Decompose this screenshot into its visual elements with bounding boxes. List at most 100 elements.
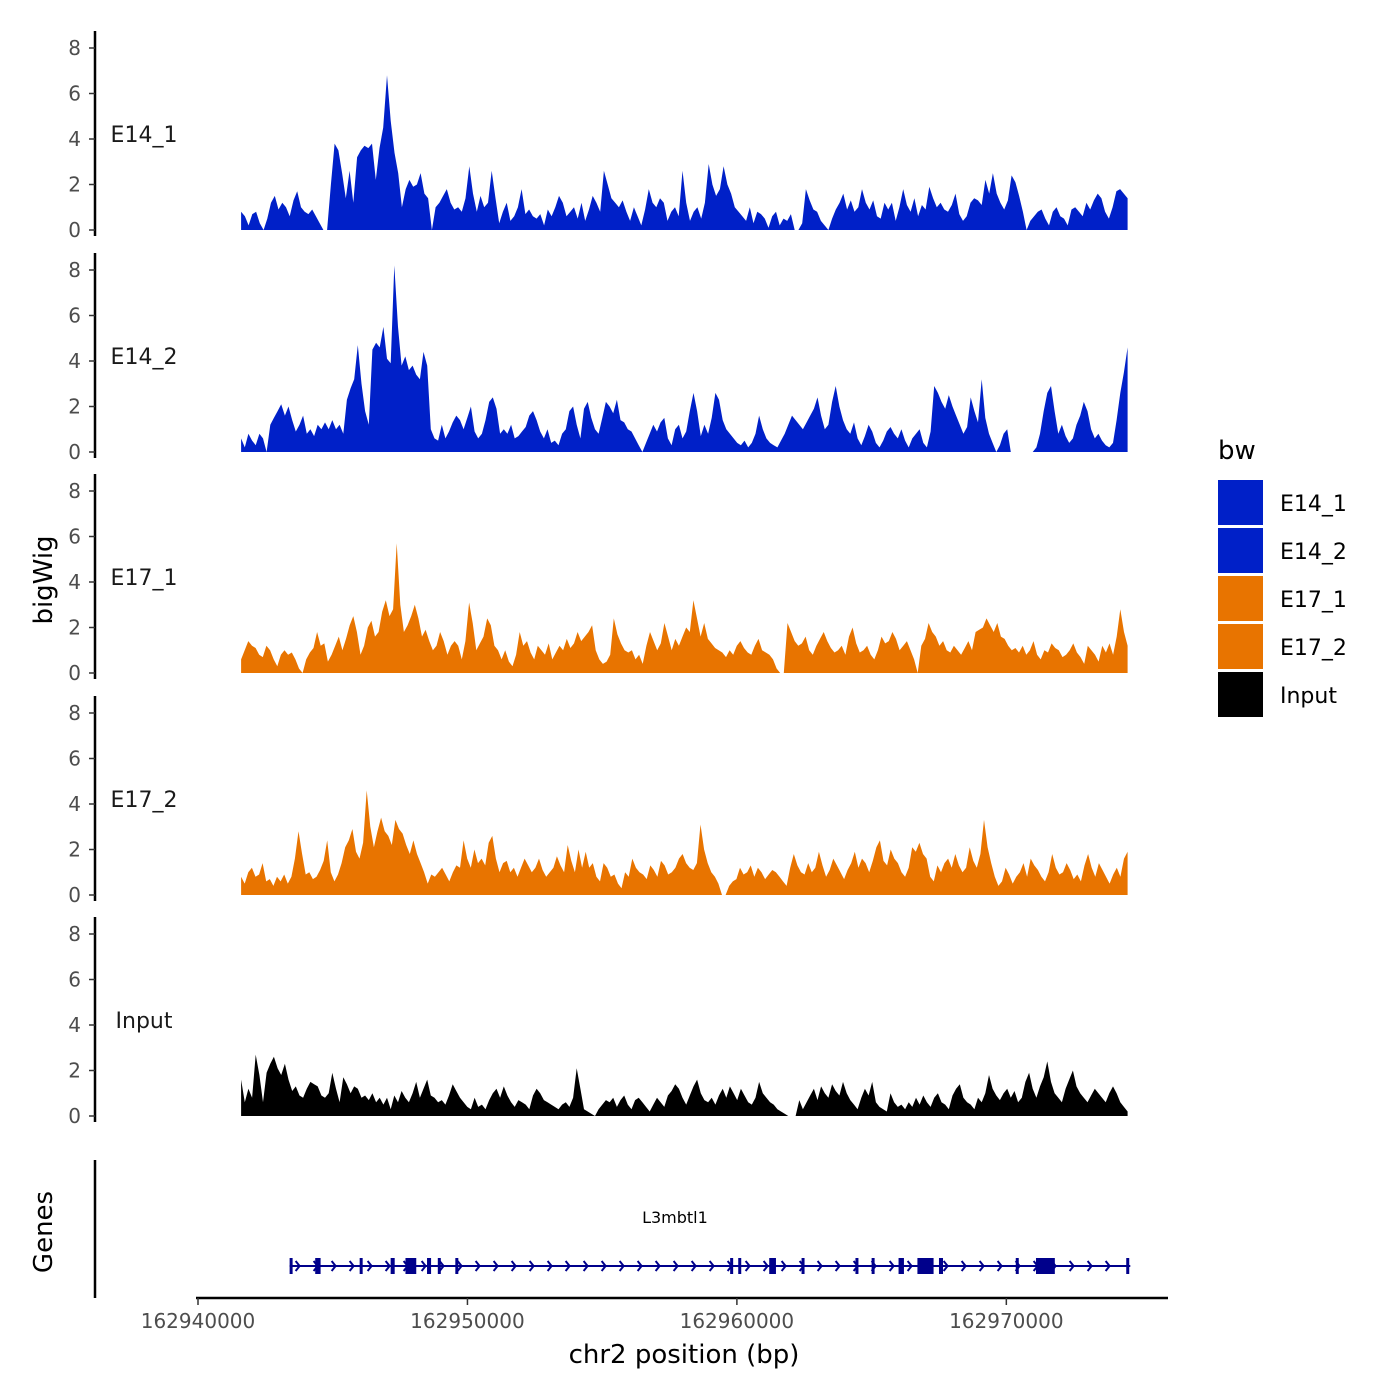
genes-axis-title: Genes [29,1191,59,1273]
gene-exon [315,1258,321,1274]
legend-swatch [1218,672,1263,717]
gene-exon [405,1258,417,1274]
gene-exon [289,1258,293,1274]
y-tick-label: 4 [68,792,81,816]
track-e17-1: 0 2 4 6 8 E17_1 [68,474,1128,685]
legend-swatch [1218,528,1263,573]
strand-arrow-icon [438,1260,445,1272]
y-tick-label: 0 [68,1104,81,1128]
y-tick-label: 6 [68,525,81,549]
strand-arrow-icon [546,1260,553,1272]
gene-name-label: L3mbtl1 [642,1208,708,1227]
y-tick-label: 0 [68,661,81,685]
strand-arrow-icon [600,1260,607,1272]
gene-exon [1035,1258,1055,1274]
gene-exon [938,1258,944,1274]
x-axis: 162940000 162950000 162960000 162970000 [141,1296,1168,1333]
strand-arrow-icon [654,1260,661,1272]
track-e14-2: 0 2 4 6 8 E14_2 [68,253,1128,464]
y-tick-label: 2 [68,616,81,640]
gene-exon [871,1258,875,1274]
strand-arrow-icon [888,1260,895,1272]
strand-arrow-icon [528,1260,535,1272]
track-label: E14_1 [111,123,178,148]
y-tick-label: 0 [68,440,81,464]
y-tick-label: 8 [68,479,81,503]
gene-exon [427,1258,432,1274]
track-e17-2: 0 2 4 6 8 E17_2 [68,696,1128,907]
gene-exon [898,1258,904,1274]
gene-exon [1015,1258,1019,1274]
track-label: Input [116,1009,173,1034]
gene-exon [1126,1258,1130,1274]
gene-exon [437,1258,441,1274]
gene-exon [769,1258,776,1274]
x-tick-label: 162970000 [949,1309,1064,1333]
gene-model: L3mbtl1 [289,1208,1131,1274]
y-tick-label: 2 [68,173,81,197]
strand-arrow-icon [348,1260,355,1272]
strand-arrow-icon [510,1260,517,1272]
strand-arrow-icon [996,1260,1003,1272]
track-label: E17_2 [111,788,178,813]
genes-panel: L3mbtl1 [93,1160,1131,1298]
y-tick-label: 6 [68,968,81,992]
y-tick-label: 0 [68,218,81,242]
strand-arrow-icon [636,1260,643,1272]
legend-label: E14_2 [1280,540,1347,565]
signal-area-e17-2 [241,790,1128,895]
strand-arrow-icon [762,1260,769,1272]
strand-arrow-icon [366,1260,373,1272]
strand-arrow-icon [834,1260,841,1272]
x-tick-label: 162950000 [410,1309,525,1333]
legend-swatch [1218,624,1263,669]
y-tick-label: 4 [68,1013,81,1037]
strand-arrow-icon [582,1260,589,1272]
track-label: E17_1 [111,566,178,591]
y-tick-label: 6 [68,747,81,771]
y-tick-label: 2 [68,838,81,862]
legend-label: Input [1280,684,1337,709]
track-label: E14_2 [111,345,178,370]
signal-area-e17-1 [241,543,1128,673]
x-tick-label: 162960000 [680,1309,795,1333]
gene-exon [359,1258,363,1274]
y-tick-label: 8 [68,922,81,946]
strand-arrow-icon [456,1260,463,1272]
x-axis-title: chr2 position (bp) [569,1340,800,1370]
strand-arrow-icon [384,1260,391,1272]
legend-swatch [1218,576,1263,621]
strand-arrow-icon [474,1260,481,1272]
strand-arrow-icon [978,1260,985,1272]
strand-arrow-icon [1068,1260,1075,1272]
strand-arrow-icon [618,1260,625,1272]
strand-arrow-icon [942,1260,949,1272]
strand-arrow-icon [672,1260,679,1272]
y-tick-label: 4 [68,570,81,594]
strand-arrow-icon [708,1260,715,1272]
legend-swatch [1218,480,1263,525]
signal-tracks: 0 2 4 6 8 E14_1 0 2 4 6 8 E14_2 0 2 4 6 8 E17_1 0 2 4 6 8 E17_2… [68,31,1128,1128]
strand-arrow-icon [744,1260,751,1272]
track-e14-1: 0 2 4 6 8 E14_1 [68,31,1128,242]
strand-arrow-icon [690,1260,697,1272]
y-tick-label: 8 [68,258,81,282]
y-tick-label: 8 [68,36,81,60]
y-tick-label: 2 [68,395,81,419]
strand-arrow-icon [780,1260,787,1272]
y-tick-label: 6 [68,304,81,328]
gene-exon [738,1258,742,1274]
legend-label: E14_1 [1280,492,1347,517]
y-tick-label: 4 [68,127,81,151]
y-tick-label: 2 [68,1059,81,1083]
strand-arrow-icon [564,1260,571,1272]
gene-exon [801,1258,805,1274]
legend-title: bw [1218,436,1256,466]
gene-exon [730,1258,734,1274]
strand-arrow-icon [906,1260,913,1272]
signal-area-e14-2 [241,265,1128,452]
y-tick-label: 8 [68,701,81,725]
strand-arrow-icon [960,1260,967,1272]
y-axis-title: bigWig [29,535,59,624]
